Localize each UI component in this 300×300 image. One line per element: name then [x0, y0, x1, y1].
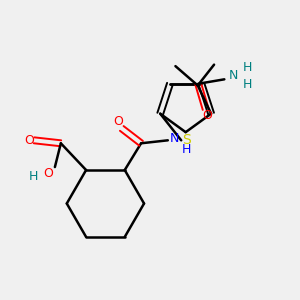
Text: O: O — [202, 109, 212, 122]
Text: O: O — [44, 167, 53, 179]
Text: H: H — [243, 78, 252, 91]
Text: N: N — [170, 132, 179, 145]
Text: N: N — [229, 69, 238, 82]
Text: S: S — [182, 134, 190, 148]
Text: H: H — [182, 143, 191, 156]
Text: H: H — [29, 170, 38, 183]
Text: H: H — [243, 61, 252, 74]
Text: O: O — [113, 116, 123, 128]
Text: O: O — [24, 134, 34, 147]
